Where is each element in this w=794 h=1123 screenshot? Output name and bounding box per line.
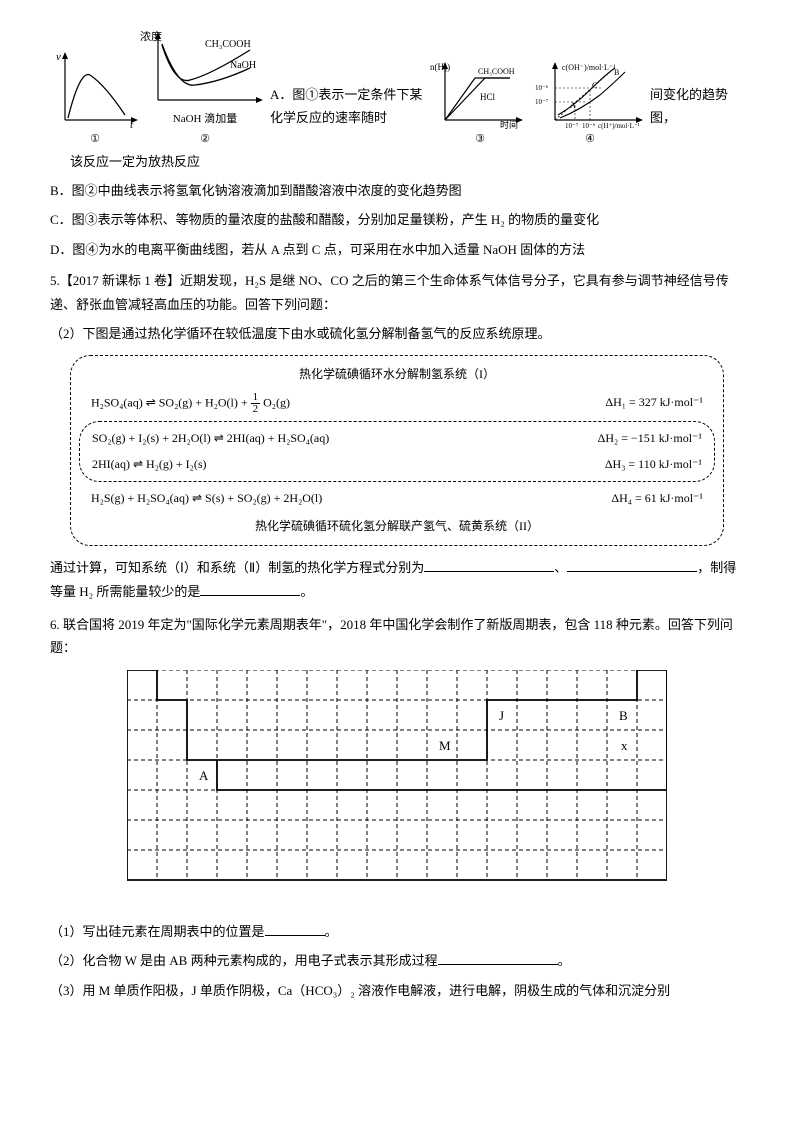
svg-text:B: B: [614, 68, 619, 77]
svg-text:A: A: [570, 101, 576, 110]
q6-3: （3）用 M 单质作阳极，J 单质作阴极，Ca（HCO₃）₂ 溶液作电解液，进行…: [50, 979, 744, 1002]
q6-2-end: 。: [558, 953, 571, 968]
top-diagrams-and-optA: v t ① 浓度 CH₃COOH NaOH NaOH 滴加量 ② A．图①表示一…: [50, 30, 744, 150]
svg-text:时间: 时间: [500, 119, 518, 130]
svg-text:C: C: [592, 81, 597, 90]
q6-1-text: （1）写出硅元素在周期表中的位置是: [50, 924, 265, 939]
diagram-3-num: ③: [475, 130, 485, 150]
svg-text:10⁻⁶: 10⁻⁶: [582, 122, 596, 130]
graph-2-svg: 浓度 CH₃COOH NaOH: [140, 30, 270, 110]
svg-text:HCl: HCl: [480, 92, 496, 102]
q6-1: （1）写出硅元素在周期表中的位置是 。: [50, 920, 744, 943]
q6-2: （2）化合物 W 是由 AB 两种元素构成的，用电子式表示其形成过程 。: [50, 949, 744, 972]
option-b: B．图②中曲线表示将氢氧化钠溶液滴加到醋酸溶液中浓度的变化趋势图: [50, 179, 744, 202]
cycle-bottom-title: 热化学硫碘循环硫化氢分解联产氢气、硫黄系统（II）: [91, 516, 703, 538]
diagram-1-num: ①: [90, 130, 100, 150]
periodic-table-svg: A J B M x: [127, 670, 667, 910]
option-d: D．图④为水的电离平衡曲线图，若从 A 点到 C 点，可采用在水中加入适量 Na…: [50, 238, 744, 261]
eq3-left: 2HI(aq) ⇌ H₂(g) + I₂(s): [92, 454, 207, 476]
pt-A: A: [199, 768, 209, 783]
diagram-3: n(H₂) CH₃COOH HCl 时间 ③: [430, 60, 530, 150]
q5-conc-2: 、: [554, 560, 567, 575]
diagram-4: c(OH⁻)/mol·L⁻¹ 10⁻⁶ 10⁻⁷ 10⁻⁷ 10⁻⁶ c(H⁺)…: [530, 60, 650, 150]
q5-2: （2）下图是通过热化学循环在较低温度下由水或硫化氢分解制备氢气的反应系统原理。: [50, 322, 744, 345]
cycle-box: 热化学硫碘循环水分解制氢系统（I） H₂SO₄(aq) ⇌ SO₂(g) + H…: [70, 355, 724, 546]
blank-q6-1[interactable]: [265, 922, 325, 936]
periodic-table: A J B M x: [50, 670, 744, 910]
diagram-4-num: ④: [585, 130, 595, 150]
svg-text:NaOH: NaOH: [230, 60, 256, 71]
eq3-dh: ΔH₃ = 110 kJ·mol⁻¹: [605, 454, 702, 476]
cycle-top-title: 热化学硫碘循环水分解制氢系统（I）: [91, 364, 703, 386]
eq4: H₂S(g) + H₂SO₄(aq) ⇌ S(s) + SO₂(g) + 2H₂…: [91, 486, 703, 512]
q5-intro: 5.【2017 新课标 1 卷】近期发现，H₂S 是继 NO、CO 之后的第三个…: [50, 269, 744, 316]
svg-text:v: v: [56, 51, 61, 63]
q6-2-text: （2）化合物 W 是由 AB 两种元素构成的，用电子式表示其形成过程: [50, 953, 438, 968]
svg-text:10⁻⁶: 10⁻⁶: [535, 84, 549, 92]
q5-conc-4: 。: [300, 584, 313, 599]
eq1-frac-den: 2: [251, 404, 261, 415]
eq2: SO₂(g) + I₂(s) + 2H₂O(l) ⇌ 2HI(aq) + H₂S…: [92, 426, 702, 452]
pt-M: M: [439, 738, 451, 753]
svg-text:10⁻⁷: 10⁻⁷: [565, 122, 579, 130]
option-a-post-part1: 间变化的趋势图，: [650, 87, 728, 125]
eq3: 2HI(aq) ⇌ H₂(g) + I₂(s) ΔH₃ = 110 kJ·mol…: [92, 452, 702, 478]
diagram-2-num: ②: [200, 130, 210, 150]
q5-conc-1: 通过计算，可知系统（Ⅰ）和系统（Ⅱ）制氢的热化学方程式分别为: [50, 560, 424, 575]
svg-text:CH₃COOH: CH₃COOH: [478, 67, 515, 76]
pt-J: J: [499, 708, 504, 723]
cycle-inner: SO₂(g) + I₂(s) + 2H₂O(l) ⇌ 2HI(aq) + H₂S…: [79, 421, 715, 482]
svg-text:10⁻⁷: 10⁻⁷: [535, 98, 549, 106]
svg-text:CH₃COOH: CH₃COOH: [205, 39, 251, 50]
svg-text:c(H⁺)/mol·L⁻¹: c(H⁺)/mol·L⁻¹: [598, 122, 640, 130]
q6-1-end: 。: [325, 924, 338, 939]
eq4-left: H₂S(g) + H₂SO₄(aq) ⇌ S(s) + SO₂(g) + 2H₂…: [91, 488, 322, 510]
eq1-dh: ΔH₁ = 327 kJ·mol⁻¹: [605, 392, 703, 415]
svg-text:浓度: 浓度: [140, 30, 162, 43]
diagram-2-xlabel: NaOH 滴加量: [173, 110, 237, 130]
eq4-dh: ΔH₄ = 61 kJ·mol⁻¹: [611, 488, 703, 510]
option-a-pre: A．图①表示一定条件下某化学反应的速率随时: [270, 87, 422, 125]
diagram-2: 浓度 CH₃COOH NaOH NaOH 滴加量 ②: [140, 30, 270, 150]
diagram-1: v t ①: [50, 50, 140, 150]
svg-text:c(OH⁻)/mol·L⁻¹: c(OH⁻)/mol·L⁻¹: [562, 63, 616, 72]
graph-3-svg: n(H₂) CH₃COOH HCl 时间: [430, 60, 530, 130]
q6-intro: 6. 联合国将 2019 年定为"国际化学元素周期表年"，2018 年中国化学会…: [50, 613, 744, 660]
pt-x: x: [621, 738, 628, 753]
eq1: H₂SO₄(aq) ⇌ SO₂(g) + H₂O(l) + 12 O₂(g) Δ…: [91, 390, 703, 417]
blank-1[interactable]: [424, 558, 554, 572]
eq2-left: SO₂(g) + I₂(s) + 2H₂O(l) ⇌ 2HI(aq) + H₂S…: [92, 428, 329, 450]
option-c: C．图③表示等体积、等物质的量浓度的盐酸和醋酸，分别加足量镁粉，产生 H₂ 的物…: [50, 208, 744, 231]
graph-1-svg: v t: [50, 50, 140, 130]
svg-text:n(H₂): n(H₂): [430, 62, 450, 72]
blank-2[interactable]: [567, 558, 697, 572]
graph-4-svg: c(OH⁻)/mol·L⁻¹ 10⁻⁶ 10⁻⁷ 10⁻⁷ 10⁻⁶ c(H⁺)…: [530, 60, 650, 130]
blank-q6-2[interactable]: [438, 951, 558, 965]
eq1-left: H₂SO₄(aq) ⇌ SO₂(g) + H₂O(l) +: [91, 395, 251, 409]
eq2-dh: ΔH₂ = −151 kJ·mol⁻¹: [598, 428, 702, 450]
eq1-right: O₂(g): [263, 395, 290, 409]
option-a-line2: 该反应一定为放热反应: [70, 150, 744, 173]
q5-conclusion: 通过计算，可知系统（Ⅰ）和系统（Ⅱ）制氢的热化学方程式分别为、，制得等量 H₂ …: [50, 556, 744, 603]
pt-B: B: [619, 708, 628, 723]
blank-3[interactable]: [200, 582, 300, 596]
